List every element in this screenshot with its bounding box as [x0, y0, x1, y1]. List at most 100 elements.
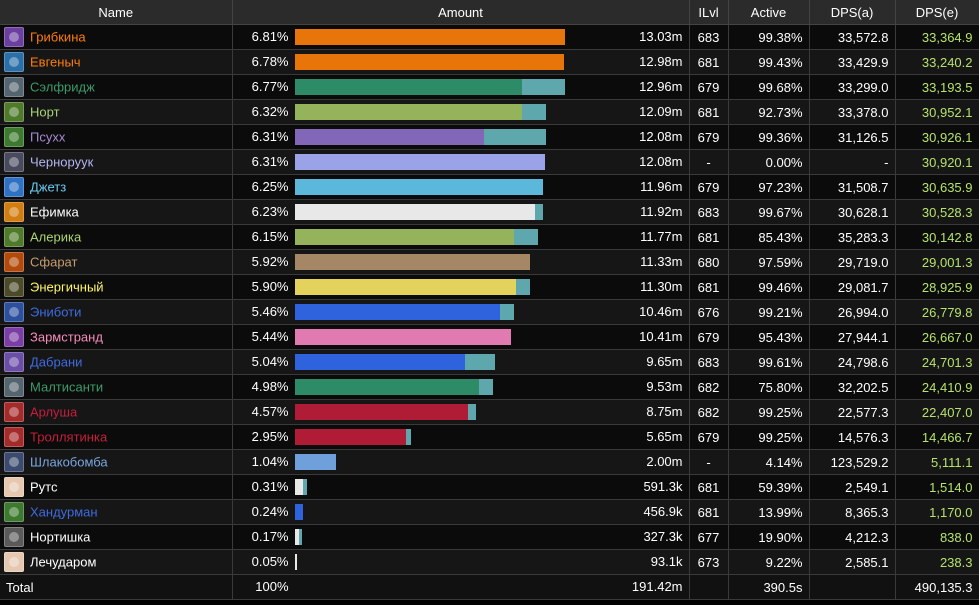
table-row[interactable]: Лечударом 0.05% 93.1k 673 9.22% 2,585.1 238.3: [0, 549, 979, 575]
active-percent: 99.38%: [728, 24, 810, 50]
class-icon: [4, 277, 24, 297]
damage-bar-track: [294, 254, 565, 270]
damage-percent: 4.57%: [251, 404, 289, 419]
damage-percent: 0.05%: [251, 554, 289, 569]
damage-bar: [294, 329, 511, 345]
dps-active: 26,994.0: [809, 299, 896, 325]
dps-active: 31,126.5: [809, 124, 896, 150]
table-row[interactable]: Арлуша 4.57% 8.75m 682 99.25% 22,577.3 22,407.…: [0, 399, 979, 425]
player-name-cell: Норт: [0, 99, 233, 125]
player-name-cell: Арлуша: [0, 399, 233, 425]
table-row[interactable]: Нортишка 0.17% 327.3k 677 19.90% 4,212.3 838.0: [0, 524, 979, 550]
table-row[interactable]: Ефимка 6.23% 11.92m 683 99.67% 30,628.1 30,528…: [0, 199, 979, 225]
amount-cell: 6.78% 12.98m: [232, 49, 690, 75]
player-name-cell: Рутс: [0, 474, 233, 500]
dps-active: 27,944.1: [809, 324, 896, 350]
player-name: Дабрани: [30, 354, 83, 370]
column-header-amount[interactable]: Amount: [232, 0, 690, 25]
dps-active: 33,572.8: [809, 24, 896, 50]
table-row[interactable]: Черноруук 6.31% 12.08m -0.00% -30,920.1: [0, 149, 979, 175]
column-header-dps-a[interactable]: DPS(a): [809, 0, 896, 25]
class-icon: [4, 52, 24, 72]
dps-effective: 30,920.1: [895, 149, 979, 175]
item-level: 681: [689, 99, 729, 125]
damage-amount: 93.1k: [650, 554, 683, 569]
item-level: 679: [689, 174, 729, 200]
player-name-cell: Лечударом: [0, 549, 233, 575]
damage-bar-secondary: [302, 479, 307, 495]
damage-amount: 9.65m: [646, 354, 683, 369]
damage-amount: 11.96m: [640, 179, 683, 194]
player-name-cell: Нортишка: [0, 524, 233, 550]
active-percent: 13.99%: [728, 499, 810, 525]
player-name-cell: Хандурман: [0, 499, 233, 525]
active-percent: 97.23%: [728, 174, 810, 200]
player-name: Шлакобомба: [30, 454, 108, 470]
table-row[interactable]: Джетз 6.25% 11.96m 679 97.23% 31,508.7 30,635.…: [0, 174, 979, 200]
player-name-cell: Ефимка: [0, 199, 233, 225]
damage-bar: [294, 529, 299, 545]
damage-amount: 591.3k: [643, 479, 683, 494]
table-row[interactable]: Норт 6.32% 12.09m 681 92.73% 33,378.0 30,952.1: [0, 99, 979, 125]
table-row[interactable]: Псухх 6.31% 12.08m 679 99.36% 31,126.5 30,926.…: [0, 124, 979, 150]
damage-bar-track: [294, 54, 565, 70]
column-header-active[interactable]: Active: [728, 0, 810, 25]
table-row[interactable]: Шлакобомба 1.04% 2.00m -4.14% 123,529.2 5,111…: [0, 449, 979, 475]
column-header-name[interactable]: Name: [0, 0, 233, 25]
column-header-dps-e[interactable]: DPS(e): [895, 0, 979, 25]
dps-effective: 28,925.9: [895, 274, 979, 300]
item-level: 679: [689, 74, 729, 100]
damage-bar-track: [294, 204, 565, 220]
item-level: 679: [689, 324, 729, 350]
player-name-cell: Псухх: [0, 124, 233, 150]
class-icon: [4, 327, 24, 347]
dps-active: 14,576.3: [809, 424, 896, 450]
player-name: Алерика: [30, 229, 82, 245]
table-row[interactable]: Евгеныч 6.78% 12.98m 681 99.43% 33,429.9 33,24…: [0, 49, 979, 75]
table-row[interactable]: Эниботи 5.46% 10.46m 676 99.21% 26,994.0 26,77…: [0, 299, 979, 325]
item-level: -: [689, 449, 729, 475]
item-level: 682: [689, 374, 729, 400]
table-row[interactable]: Зармстранд 5.44% 10.41m 679 95.43% 27,944.1 26…: [0, 324, 979, 350]
table-row[interactable]: Сфарат 5.92% 11.33m 680 97.59% 29,719.0 29,001…: [0, 249, 979, 275]
dps-effective: 33,240.2: [895, 49, 979, 75]
table-row[interactable]: Малтисанти 4.98% 9.53m 682 75.80% 32,202.5 24,…: [0, 374, 979, 400]
active-percent: 99.61%: [728, 349, 810, 375]
damage-percent: 5.92%: [251, 254, 289, 269]
table-row[interactable]: Дабрани 5.04% 9.65m 683 99.61% 24,798.6 24,701…: [0, 349, 979, 375]
amount-cell: 6.32% 12.09m: [232, 99, 690, 125]
class-icon: [4, 502, 24, 522]
table-row[interactable]: Энергичный 5.90% 11.30m 681 99.46% 29,081.7 28…: [0, 274, 979, 300]
player-name: Грибкина: [30, 29, 86, 45]
damage-bar: [294, 454, 336, 470]
item-level: 679: [689, 424, 729, 450]
total-amount: 191.42m: [631, 579, 683, 594]
dps-effective: 30,528.3: [895, 199, 979, 225]
table-row[interactable]: Хандурман 0.24% 456.9k 681 13.99% 8,365.3 1,17…: [0, 499, 979, 525]
table-row[interactable]: Рутс 0.31% 591.3k 681 59.39% 2,549.1 1,514.0: [0, 474, 979, 500]
dps-active: 29,719.0: [809, 249, 896, 275]
dps-effective: 30,952.1: [895, 99, 979, 125]
damage-percent: 6.77%: [251, 79, 289, 94]
item-level: -: [689, 149, 729, 175]
class-icon: [4, 402, 24, 422]
amount-cell: 4.98% 9.53m: [232, 374, 690, 400]
damage-bar: [294, 404, 468, 420]
item-level: 679: [689, 124, 729, 150]
player-name-cell: Евгеныч: [0, 49, 233, 75]
column-header-ilvl[interactable]: ILvl: [689, 0, 729, 25]
damage-percent: 0.17%: [251, 529, 289, 544]
item-level: 681: [689, 224, 729, 250]
active-percent: 95.43%: [728, 324, 810, 350]
damage-bar-track: [294, 304, 565, 320]
table-row[interactable]: Троллятинка 2.95% 5.65m 679 99.25% 14,576.3 14…: [0, 424, 979, 450]
table-row[interactable]: Сэлфридж 6.77% 12.96m 679 99.68% 33,299.0 33,1…: [0, 74, 979, 100]
damage-amount: 13.03m: [639, 29, 683, 44]
player-name-cell: Энергичный: [0, 274, 233, 300]
table-row[interactable]: Грибкина 6.81% 13.03m 683 99.38% 33,572.8 33,3…: [0, 24, 979, 50]
player-name: Хандурман: [30, 504, 98, 520]
damage-bar: [294, 279, 516, 295]
damage-bar-secondary: [464, 354, 495, 370]
damage-bar-secondary: [298, 529, 302, 545]
table-row[interactable]: Алерика 6.15% 11.77m 681 85.43% 35,283.3 30,14…: [0, 224, 979, 250]
